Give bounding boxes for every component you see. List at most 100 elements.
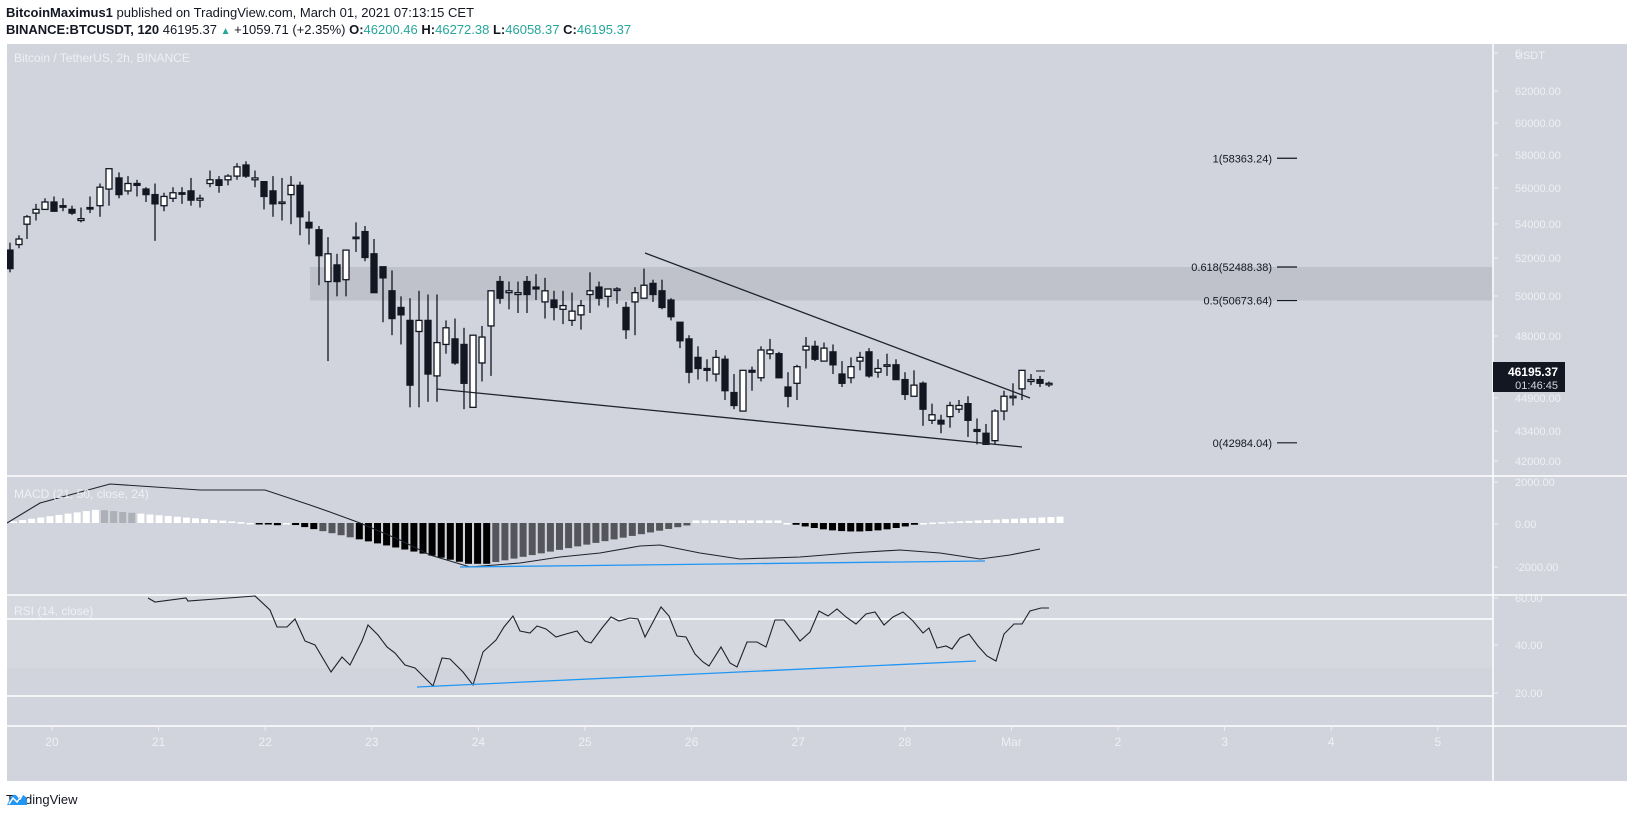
- candle-bear: [397, 306, 405, 316]
- macd-histogram-bar: [574, 523, 582, 547]
- candle-bear: [215, 179, 223, 187]
- candle-bear: [1036, 378, 1044, 384]
- candle-bear: [305, 221, 313, 229]
- candle-bull: [766, 349, 774, 355]
- candle-bear: [703, 367, 711, 371]
- macd-histogram-bar: [255, 523, 263, 525]
- candle-bull: [32, 208, 40, 214]
- rsi-axis-label: 60.00: [1515, 593, 1543, 605]
- fib-level-label: 0.618(52488.38): [1191, 262, 1272, 274]
- macd-histogram-bar: [155, 515, 163, 523]
- candle-bear: [721, 358, 729, 392]
- candle-bull: [15, 238, 23, 246]
- macd-histogram-bar: [119, 511, 127, 523]
- macd-histogram-bar: [901, 523, 909, 527]
- candle-bear: [901, 378, 909, 396]
- rsi-divergence-line: [416, 660, 977, 688]
- candle-bear: [460, 343, 468, 384]
- macd-histogram-bar: [792, 523, 800, 525]
- candle-bear: [451, 338, 459, 364]
- candle-bull: [793, 365, 801, 384]
- candle-bull: [1000, 395, 1008, 412]
- candle-bull: [559, 304, 567, 310]
- macd-histogram-bar: [974, 520, 982, 523]
- candle-bull: [613, 288, 621, 292]
- tradingview-logo[interactable]: TradingView: [6, 792, 78, 807]
- chart-canvas[interactable]: 1(58363.24) 0.618(52488.38) 0.5(50673.64) 0…: [7, 44, 1627, 781]
- macd-histogram-bar: [146, 514, 154, 523]
- candle-bear: [133, 182, 141, 186]
- rsi-title: RSI (14, close): [14, 604, 94, 618]
- macd-histogram-bar: [110, 511, 118, 523]
- macd-histogram-bar: [546, 523, 554, 552]
- macd-histogram-bar: [474, 523, 482, 564]
- macd-histogram-bar: [82, 511, 90, 523]
- candle-bull: [169, 192, 177, 199]
- candle-bull: [928, 414, 936, 421]
- candle-bear: [667, 299, 675, 318]
- price-axis-label: 56000.00: [1515, 183, 1561, 195]
- macd-histogram-bar: [747, 520, 755, 523]
- macd-histogram-bar: [410, 523, 418, 552]
- candle-bear: [269, 190, 277, 205]
- candle-bull: [324, 253, 332, 283]
- symbol-line: BINANCE:BTCUSDT, 120 46195.37 ▲ +1059.71…: [6, 22, 631, 37]
- macd-histogram-bar: [455, 523, 463, 562]
- macd-histogram-bar: [656, 523, 664, 531]
- macd-histogram-bar: [55, 514, 63, 523]
- chart-area[interactable]: 1(58363.24) 0.618(52488.38) 0.5(50673.64) 0…: [7, 44, 1627, 781]
- macd-histogram-bar: [719, 520, 727, 523]
- macd-histogram-bar: [819, 523, 827, 530]
- publisher-line: BitcoinMaximus1 published on TradingView…: [6, 5, 474, 20]
- macd-divergence-line: [459, 560, 986, 568]
- macd-histogram-bar: [319, 523, 327, 532]
- candle-bull: [251, 177, 259, 181]
- macd-histogram-bar: [765, 520, 773, 523]
- macd-histogram-bar: [465, 523, 472, 564]
- macd-histogram-bar: [774, 520, 782, 523]
- candle-bull: [415, 319, 423, 333]
- candle-bear: [50, 201, 58, 212]
- low-label: L:: [492, 22, 506, 37]
- candle-bull: [1009, 395, 1017, 399]
- author-name[interactable]: BitcoinMaximus1: [6, 5, 113, 20]
- macd-histogram-bar: [10, 521, 17, 523]
- candle-bull: [739, 369, 747, 412]
- price-axis-label: 60000.00: [1515, 118, 1561, 130]
- candle-bear: [333, 264, 341, 283]
- candle-bull: [991, 410, 999, 442]
- macd-histogram-bar: [283, 523, 290, 525]
- currency-label: USDT: [1515, 50, 1545, 62]
- macd-histogram-bar: [947, 521, 955, 524]
- candle-bear: [115, 177, 123, 196]
- macd-histogram-bar: [137, 513, 145, 523]
- candle-bull: [442, 327, 450, 346]
- low-value: 46058.37: [505, 22, 560, 37]
- candle-bull: [604, 288, 612, 297]
- macd-histogram-bar: [810, 523, 818, 528]
- candle-bull: [505, 290, 513, 294]
- candle-bull: [160, 195, 168, 207]
- candle-bull: [41, 201, 49, 211]
- candle-bear: [296, 184, 304, 218]
- macd-histogram-bar: [537, 523, 545, 554]
- last-price: 46195.37: [162, 22, 217, 37]
- time-axis-label: 3: [1221, 735, 1228, 749]
- macd-histogram-bar: [920, 523, 927, 525]
- candle-bear: [86, 206, 94, 210]
- open-value: 46200.46: [363, 22, 418, 37]
- macd-histogram-bar: [847, 523, 855, 532]
- macd-line: [7, 483, 1041, 568]
- time-axis-label: 28: [898, 735, 912, 749]
- candle-bull: [278, 201, 286, 205]
- candle-bull: [640, 284, 648, 299]
- current-price-value: 46195.37: [1508, 365, 1558, 379]
- price-axis-label: 6: [1515, 48, 1521, 60]
- time-axis-label: 2: [1115, 735, 1122, 749]
- candle-bear: [829, 351, 837, 366]
- candle-bull: [342, 249, 350, 281]
- macd-histogram-bar: [492, 523, 500, 563]
- macd-histogram-bar: [128, 512, 136, 523]
- macd-histogram-bar: [556, 523, 563, 550]
- macd-histogram-bar: [264, 523, 272, 525]
